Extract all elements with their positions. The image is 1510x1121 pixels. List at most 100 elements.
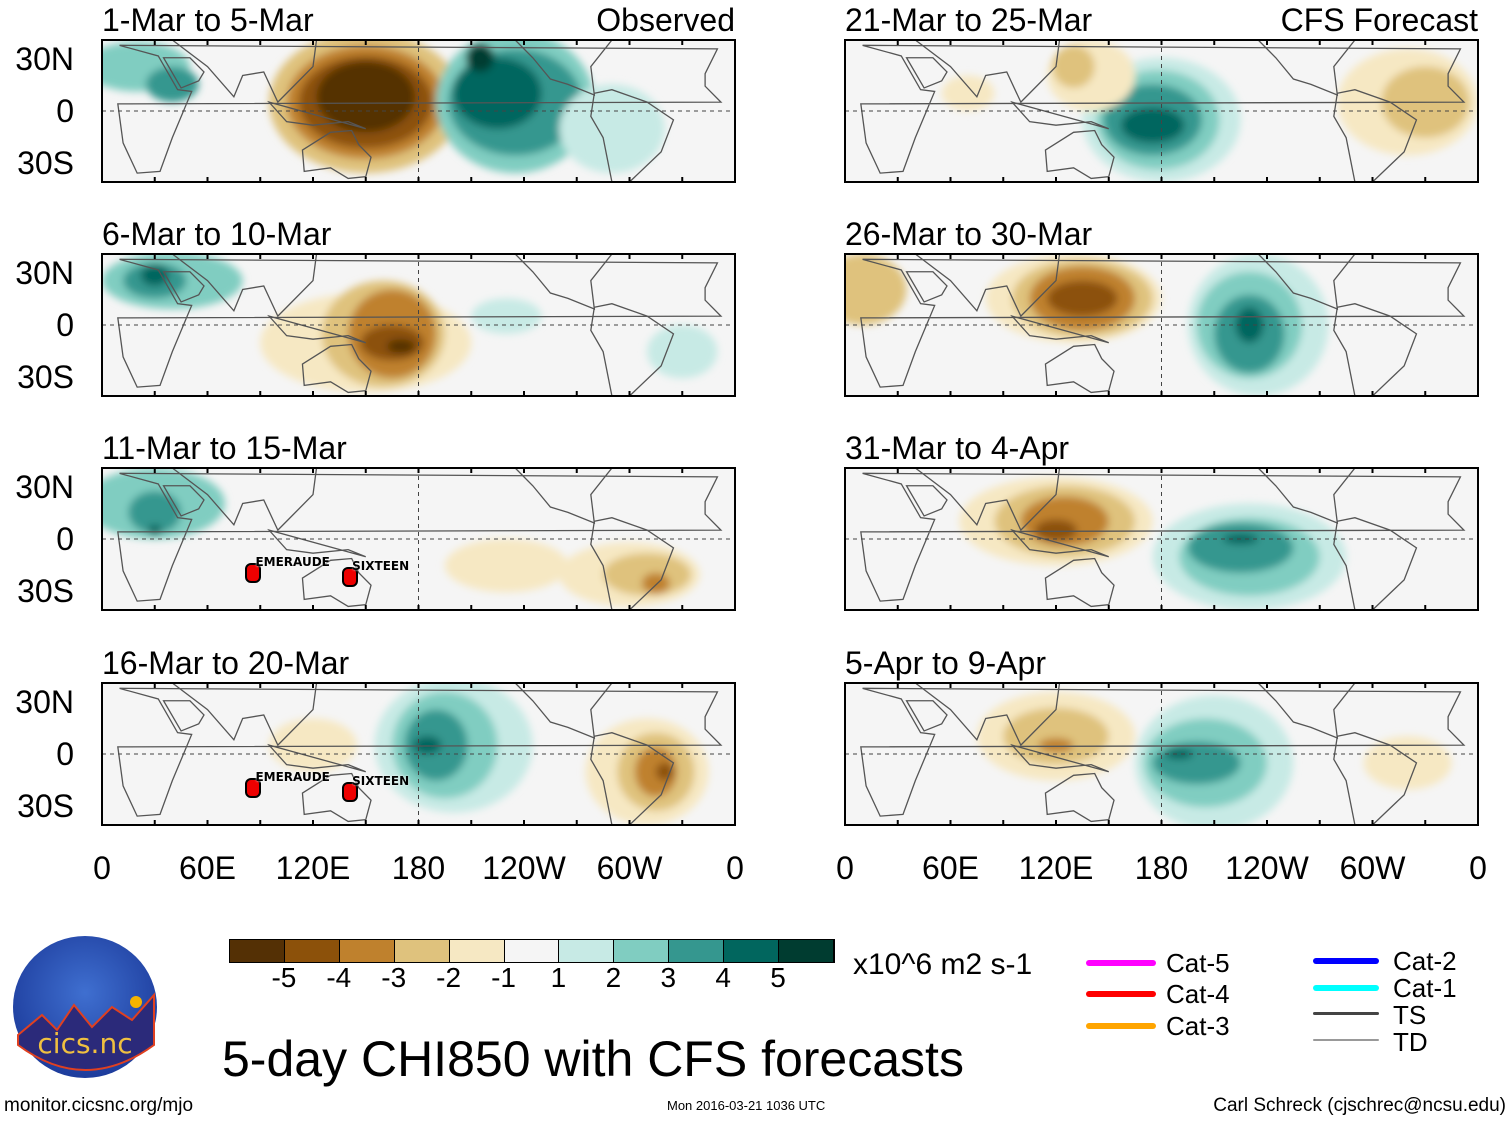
cyclone-icon — [245, 777, 262, 798]
anomaly-contour — [453, 57, 542, 129]
anomaly-contour — [1165, 748, 1194, 760]
anomaly-contour — [634, 746, 677, 797]
coastline — [860, 44, 1466, 174]
coastline — [171, 40, 318, 104]
map-panel — [101, 39, 736, 183]
map-panel — [844, 467, 1479, 611]
colorbar-swatch — [614, 940, 670, 962]
anomaly-contour — [845, 254, 907, 325]
coastline — [860, 472, 1466, 602]
footer-timestamp: Mon 2016-03-21 1036 UTC — [667, 1098, 826, 1113]
colorbar-label: 1 — [550, 962, 567, 993]
legend-swatch — [1086, 991, 1156, 997]
map-panel — [844, 253, 1479, 397]
coastline — [267, 100, 366, 130]
lat-label: 30S — [17, 359, 74, 395]
colorbar-label: -2 — [436, 962, 462, 993]
coastline — [905, 271, 948, 303]
colorbar-label: 3 — [660, 962, 677, 993]
coastline — [267, 528, 366, 558]
coastline — [162, 57, 205, 89]
coastline — [1333, 517, 1418, 610]
lon-label: 120W — [482, 850, 566, 886]
coastline — [162, 700, 205, 732]
coastline — [860, 258, 1466, 388]
lat-label: 0 — [56, 736, 74, 772]
coastline — [162, 271, 205, 303]
coastline — [1257, 683, 1356, 740]
coastline — [914, 468, 1061, 532]
colorbar-swatch — [504, 940, 560, 962]
anomaly-contour — [941, 75, 995, 111]
storm-name: SIXTEEN — [352, 773, 410, 788]
coastline — [117, 472, 723, 602]
coastline — [117, 687, 723, 817]
legend-swatch — [1313, 958, 1379, 964]
coastline — [171, 254, 318, 318]
legend-label: Cat-3 — [1166, 1011, 1230, 1041]
coastline — [162, 485, 205, 517]
lon-label: 60E — [179, 850, 236, 886]
legend-swatch — [1313, 985, 1379, 991]
anomaly-contour — [1047, 280, 1118, 317]
map-panel — [101, 253, 736, 397]
main-title: 5-day CHI850 with CFS forecasts — [222, 1031, 964, 1087]
colorbar-swatch — [779, 940, 834, 962]
map-panel — [844, 682, 1479, 826]
legend-swatch — [1313, 1039, 1379, 1041]
legend-swatch — [1086, 960, 1156, 966]
coastline — [1010, 743, 1109, 773]
coastline — [301, 772, 372, 823]
colorbar-swatch — [559, 940, 615, 962]
coastline — [267, 743, 366, 773]
coastline — [1044, 343, 1115, 394]
coastline — [905, 57, 948, 89]
storm-name: EMERAUDE — [255, 769, 330, 784]
cyclone-icon — [245, 562, 262, 583]
colorbar-label: -1 — [491, 962, 516, 993]
anomaly-contour — [465, 43, 495, 72]
panel-label: Observed — [596, 2, 735, 38]
lon-label: 180 — [391, 850, 446, 886]
cyclone-icon — [342, 781, 359, 802]
legend-swatch — [1086, 1023, 1156, 1029]
lon-label: 60E — [922, 850, 979, 886]
colorbar-swatch — [230, 940, 285, 962]
coastline — [171, 683, 318, 747]
lat-label: 0 — [56, 93, 74, 129]
coastline — [117, 258, 723, 388]
lon-label: 120W — [1225, 850, 1309, 886]
coastline — [117, 44, 723, 174]
legend-label: TS — [1393, 1000, 1427, 1030]
panel-title: 5-Apr to 9-Apr — [845, 645, 1046, 681]
anomaly-contour — [1038, 738, 1074, 753]
lat-label: 30N — [15, 255, 74, 291]
map-panel — [101, 682, 736, 826]
colorbar-swatch — [284, 940, 340, 962]
coastline — [860, 687, 1466, 817]
panel-label: CFS Forecast — [1280, 2, 1478, 38]
anomaly-contour — [559, 84, 665, 174]
coastline — [301, 557, 372, 608]
coastline — [590, 89, 675, 182]
storm-name: SIXTEEN — [352, 558, 410, 573]
lat-label: 0 — [56, 307, 74, 343]
anomaly-contour — [444, 539, 568, 593]
coastline — [914, 254, 1061, 318]
lon-label: 0 — [1469, 850, 1487, 886]
lat-label: 30S — [17, 788, 74, 824]
map-panel — [844, 39, 1479, 183]
lon-label: 0 — [93, 850, 111, 886]
coastline — [1010, 100, 1109, 130]
coastline — [905, 700, 948, 732]
coastline — [1257, 468, 1356, 525]
map-panel — [101, 467, 736, 611]
anomaly-contour — [386, 339, 415, 354]
anomaly-contour — [1121, 107, 1185, 143]
coastline — [1333, 89, 1418, 182]
units-label: x10^6 m2 s-1 — [853, 948, 1033, 981]
anomaly-contour — [1003, 707, 1109, 765]
coastline — [1257, 254, 1356, 311]
coastline — [267, 314, 366, 344]
coastline — [301, 129, 372, 180]
